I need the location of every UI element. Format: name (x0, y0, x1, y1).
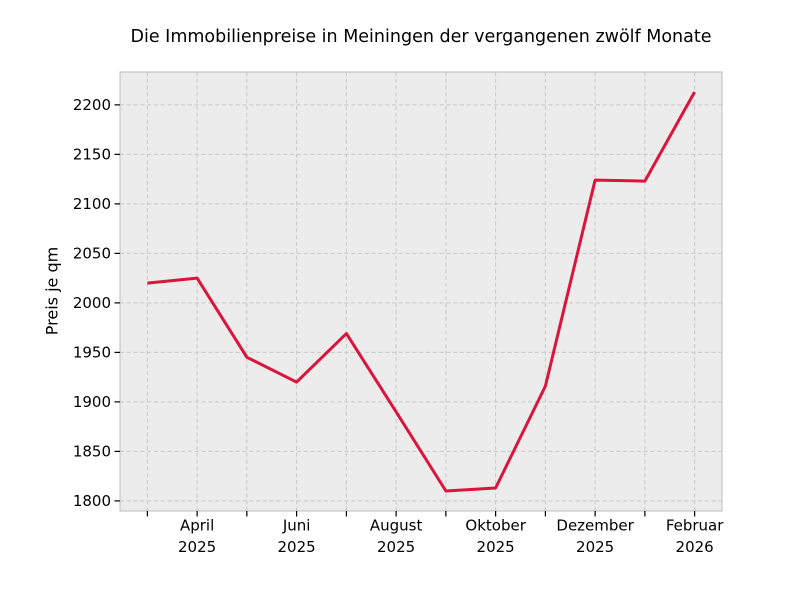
y-tick-label: 2150 (73, 146, 111, 164)
x-tick-label-year: 2025 (278, 538, 316, 556)
x-tick-label-year: 2025 (178, 538, 216, 556)
y-tick-label: 1950 (73, 344, 111, 362)
x-tick-label-month: Dezember (556, 517, 634, 535)
x-tick-label-year: 2025 (576, 538, 614, 556)
x-tick-label-year: 2025 (477, 538, 515, 556)
y-tick-label: 2200 (73, 96, 111, 114)
x-tick-label-month: April (180, 517, 214, 535)
x-tick-label-month: Oktober (465, 517, 526, 535)
y-tick-label: 2050 (73, 245, 111, 263)
y-tick-label: 2100 (73, 195, 111, 213)
x-tick-label-year: 2025 (377, 538, 415, 556)
chart-title: Die Immobilienpreise in Meiningen der ve… (130, 27, 712, 47)
y-tick-label: 1900 (73, 393, 111, 411)
x-tick-label-month: August (370, 517, 423, 535)
y-tick-label: 1800 (73, 492, 111, 510)
plot-background (120, 72, 722, 511)
y-tick-label: 1850 (73, 443, 111, 461)
y-tick-label: 2000 (73, 294, 111, 312)
x-tick-label-month: Februar (666, 517, 724, 535)
x-tick-label-year: 2026 (676, 538, 714, 556)
axes-spine (119, 71, 723, 512)
x-tick-label-month: Juni (282, 517, 311, 535)
price-line-series (147, 91, 696, 493)
